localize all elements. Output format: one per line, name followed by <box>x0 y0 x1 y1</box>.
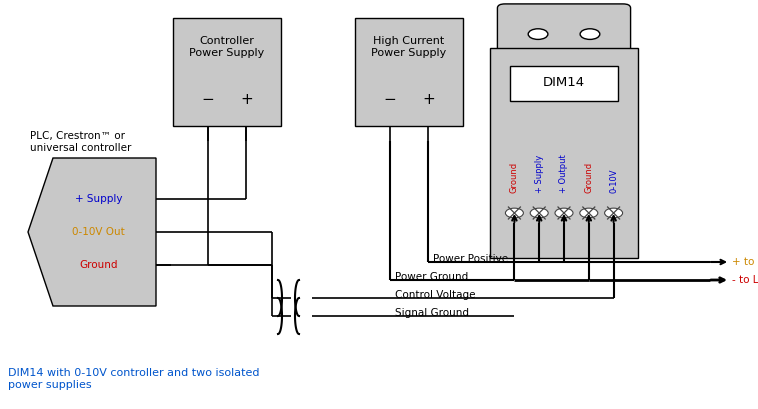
Circle shape <box>580 29 600 39</box>
Circle shape <box>580 208 598 218</box>
Text: Power Positive: Power Positive <box>434 254 509 264</box>
Circle shape <box>555 208 573 218</box>
Text: - to Load: - to Load <box>732 275 758 285</box>
Text: Power Ground: Power Ground <box>395 272 468 282</box>
Text: Ground: Ground <box>510 162 519 193</box>
Circle shape <box>605 208 622 218</box>
Text: PLC, Crestron™ or
universal controller: PLC, Crestron™ or universal controller <box>30 131 131 153</box>
FancyBboxPatch shape <box>490 48 638 258</box>
Text: Controller
Power Supply: Controller Power Supply <box>190 36 265 58</box>
FancyBboxPatch shape <box>355 18 463 126</box>
Circle shape <box>528 29 548 39</box>
Text: Ground: Ground <box>584 162 594 193</box>
FancyBboxPatch shape <box>173 18 281 126</box>
FancyBboxPatch shape <box>497 4 631 70</box>
Circle shape <box>506 208 524 218</box>
Text: + Output: + Output <box>559 154 568 193</box>
Text: Signal Ground: Signal Ground <box>395 308 468 318</box>
FancyBboxPatch shape <box>510 66 618 101</box>
Text: + Supply: + Supply <box>74 194 122 204</box>
Text: +: + <box>240 92 253 108</box>
Polygon shape <box>28 158 156 306</box>
Text: +: + <box>422 92 435 108</box>
Text: Control Voltage: Control Voltage <box>395 290 475 300</box>
Text: 0-10V Out: 0-10V Out <box>72 227 125 237</box>
Text: + Supply: + Supply <box>534 155 543 193</box>
Text: + to Load: + to Load <box>732 257 758 267</box>
Text: 0-10V: 0-10V <box>609 169 618 193</box>
Text: −: − <box>201 92 214 108</box>
Text: Ground: Ground <box>79 260 117 270</box>
Circle shape <box>530 208 548 218</box>
Text: −: − <box>384 92 396 108</box>
Text: High Current
Power Supply: High Current Power Supply <box>371 36 446 58</box>
Text: DIM14: DIM14 <box>543 76 585 90</box>
Text: DIM14 with 0-10V controller and two isolated
power supplies: DIM14 with 0-10V controller and two isol… <box>8 369 259 390</box>
